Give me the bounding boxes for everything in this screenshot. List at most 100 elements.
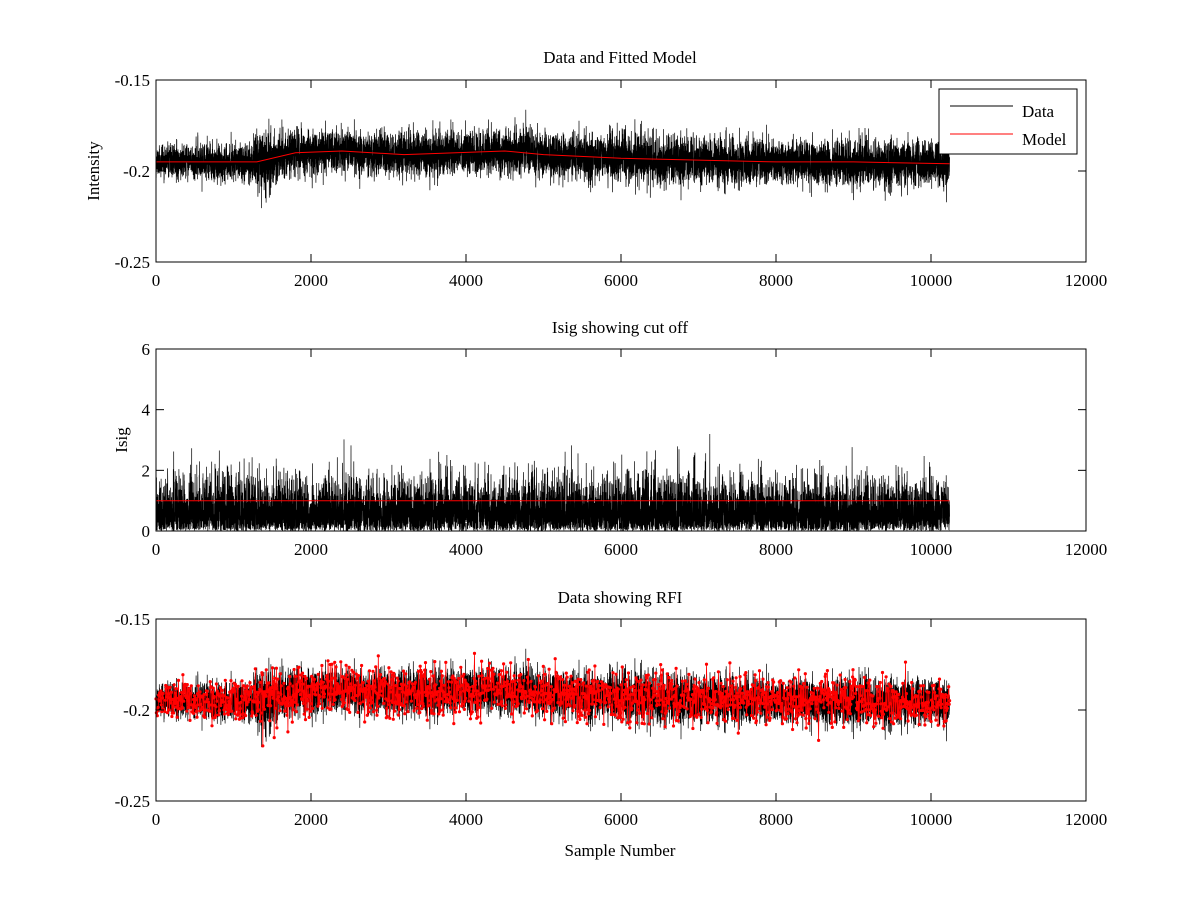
data-point: [461, 689, 466, 693]
data-point: [542, 700, 546, 704]
data-point: [738, 675, 742, 679]
data-point: [187, 686, 192, 691]
data-point: [795, 721, 799, 725]
data-point: [497, 688, 501, 692]
data-point: [800, 708, 804, 712]
data-point: [403, 712, 407, 716]
data-point: [700, 707, 704, 711]
data-point: [540, 689, 544, 693]
data-point: [455, 680, 459, 684]
data-point: [646, 673, 650, 677]
data-point: [211, 686, 215, 690]
data-point: [835, 683, 839, 687]
data-point: [186, 705, 190, 710]
data-point: [511, 720, 515, 724]
data-point: [304, 695, 308, 700]
data-point: [477, 674, 481, 678]
data-point: [368, 699, 372, 703]
data-point: [837, 706, 841, 711]
data-point: [218, 694, 222, 698]
data-point: [791, 704, 796, 708]
data-point: [768, 716, 772, 720]
data-point: [444, 660, 448, 665]
data-point: [175, 715, 179, 719]
data-point: [715, 721, 719, 726]
data-point: [736, 691, 740, 695]
data-point: [834, 691, 838, 695]
x-tick-label: 2000: [294, 271, 328, 290]
data-point: [777, 701, 781, 706]
data-point: [474, 679, 478, 683]
data-point: [401, 669, 406, 673]
data-point: [648, 681, 652, 685]
data-point: [859, 710, 864, 714]
data-point: [432, 712, 436, 716]
data-point: [759, 711, 763, 715]
data-point: [364, 687, 368, 692]
plot-title: Data showing RFI: [558, 588, 683, 607]
data-point: [780, 701, 784, 706]
data-point: [608, 697, 612, 701]
data-point: [790, 710, 794, 714]
data-point: [334, 665, 338, 669]
data-point: [917, 722, 921, 727]
data-point: [848, 680, 852, 684]
data-point: [810, 702, 814, 706]
data-point: [194, 698, 198, 702]
data-point: [442, 690, 446, 694]
series-markers-series-2: [154, 651, 952, 748]
data-point: [629, 685, 633, 690]
data-point: [908, 708, 912, 712]
data-point: [646, 694, 650, 698]
data-point: [470, 692, 474, 696]
data-point: [309, 702, 313, 706]
data-point: [318, 695, 322, 699]
data-point: [502, 680, 507, 684]
data-point: [787, 693, 792, 697]
data-point: [929, 710, 933, 715]
data-point: [466, 683, 470, 687]
data-point: [178, 695, 182, 699]
data-point: [922, 684, 926, 688]
data-point: [173, 701, 177, 706]
x-tick-label: 10000: [910, 810, 953, 829]
data-point: [428, 699, 432, 703]
data-point: [220, 688, 224, 693]
data-point: [653, 693, 657, 697]
data-point: [674, 666, 678, 671]
data-point: [345, 677, 350, 681]
data-point: [300, 671, 305, 675]
data-point: [225, 703, 229, 708]
data-point: [599, 680, 604, 684]
data-point: [288, 695, 293, 700]
data-point: [284, 696, 288, 701]
data-point: [528, 688, 533, 692]
data-point: [667, 701, 671, 706]
data-point: [449, 706, 453, 710]
data-point: [732, 716, 736, 721]
data-point: [726, 708, 730, 712]
data-point: [382, 684, 386, 688]
data-point: [457, 710, 462, 714]
data-point: [368, 706, 372, 710]
data-point: [451, 697, 455, 701]
data-point: [347, 665, 351, 670]
data-point: [581, 681, 586, 685]
data-point: [579, 705, 583, 709]
data-point: [931, 701, 935, 705]
data-point: [214, 705, 218, 709]
data-point: [187, 689, 191, 693]
data-point: [652, 689, 657, 693]
data-point: [936, 723, 940, 727]
data-point: [841, 689, 845, 693]
data-point: [342, 701, 346, 705]
data-point: [819, 700, 823, 704]
data-point: [879, 709, 883, 713]
data-point: [262, 707, 267, 711]
data-point: [260, 673, 264, 677]
data-point: [675, 684, 679, 688]
data-point: [682, 705, 687, 710]
data-point: [371, 669, 375, 673]
data-point: [315, 681, 320, 685]
data-point: [719, 704, 724, 708]
